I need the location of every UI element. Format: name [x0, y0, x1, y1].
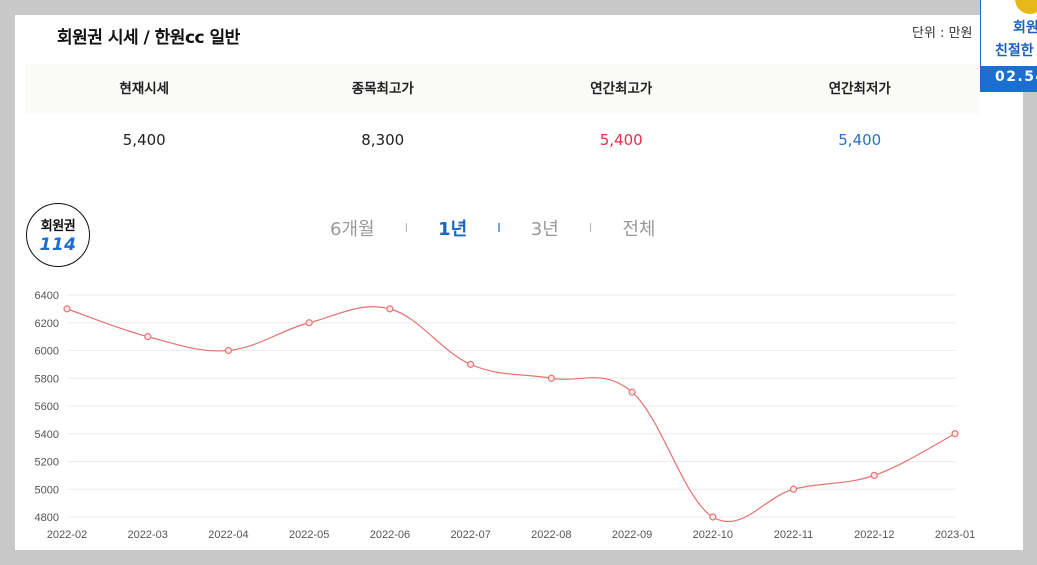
ad-text-line1: 회원 [1013, 20, 1037, 36]
data-point [63, 305, 71, 313]
x-tick-label: 2022-03 [128, 529, 168, 541]
x-tick-label: 2022-11 [774, 529, 814, 541]
header-annual-low: 연간최저가 [828, 81, 891, 97]
tab-separator: I [497, 221, 501, 235]
ad-text-line2: 친절한 [995, 43, 1034, 59]
price-line-chart: 4800 5000 5200 5400 5600 5800 6000 6200 6400 2022… [35, 290, 976, 541]
x-tick-label: 2022-06 [370, 529, 410, 541]
tab-separator: I [404, 221, 409, 235]
period-tabs: 6개월 I 1년 I 3년 I 전체 [330, 215, 655, 241]
logo-text-114: 114 [39, 235, 77, 255]
data-point [144, 333, 152, 341]
all-time-high-value: 8,300 [361, 131, 405, 149]
data-point [305, 319, 313, 327]
membership-114-logo: 회원권 114 [26, 203, 90, 267]
y-tick-label: 6000 [35, 346, 59, 358]
tab-1-year[interactable]: 1년 [438, 219, 468, 240]
data-point [224, 346, 233, 355]
data-point [386, 305, 394, 313]
x-tick-label: 2022-04 [208, 529, 248, 541]
tab-6-months[interactable]: 6개월 [330, 219, 375, 240]
page-title: 회원권 시세 / 한원cc 일반 [57, 28, 240, 48]
tab-separator: I [588, 221, 593, 235]
data-point [789, 485, 798, 493]
unit-label: 단위 : 만원 [912, 26, 973, 41]
data-point [709, 513, 717, 521]
coin-icon [1015, 0, 1037, 14]
header-annual-high: 연간최고가 [590, 81, 653, 97]
x-tick-label: 2022-02 [47, 529, 87, 541]
price-table-header: 현재시세 종목최고가 연간최고가 연간최저가 [25, 64, 979, 114]
y-tick-label: 6200 [35, 318, 59, 330]
y-tick-label: 5000 [35, 484, 59, 496]
y-tick-label: 5200 [35, 457, 59, 469]
logo-text-membership: 회원권 [40, 219, 76, 234]
x-tick-label: 2022-07 [450, 529, 490, 541]
y-tick-label: 5400 [35, 429, 59, 441]
y-tick-label: 6400 [35, 290, 59, 302]
x-tick-label: 2023-01 [935, 529, 975, 541]
ad-phone-number: 02.54 [995, 69, 1037, 85]
header-all-time-high: 종목최고가 [351, 81, 414, 97]
side-banner-ad[interactable]: 회원 친절한 02.54 [980, 0, 1037, 92]
data-point [628, 388, 636, 396]
annual-low-value: 5,400 [838, 131, 882, 149]
x-tick-label: 2022-12 [854, 529, 894, 541]
x-tick-label: 2022-09 [612, 529, 652, 541]
current-price-value: 5,400 [122, 131, 166, 149]
x-tick-label: 2022-10 [693, 529, 733, 541]
x-tick-label: 2022-05 [289, 529, 329, 541]
y-tick-label: 5800 [35, 373, 59, 385]
data-point [547, 374, 555, 382]
price-table-values: 5,400 8,300 5,400 5,400 [25, 115, 979, 165]
data-point [467, 360, 475, 368]
annual-high-value: 5,400 [599, 131, 643, 149]
x-tick-label: 2022-08 [531, 529, 571, 541]
data-point [951, 430, 959, 438]
ad-phone-bar [981, 66, 1037, 92]
header-current-price: 현재시세 [119, 81, 170, 97]
y-tick-label: 4800 [35, 512, 59, 524]
market-price-panel: 회원권 시세 / 한원cc 일반 단위 : 만원 현재시세 종목최고가 연간최고… [15, 15, 1023, 550]
data-point [870, 471, 878, 479]
y-tick-label: 5600 [35, 401, 59, 413]
tab-all[interactable]: 전체 [622, 219, 656, 240]
tab-3-years[interactable]: 3년 [530, 219, 559, 240]
